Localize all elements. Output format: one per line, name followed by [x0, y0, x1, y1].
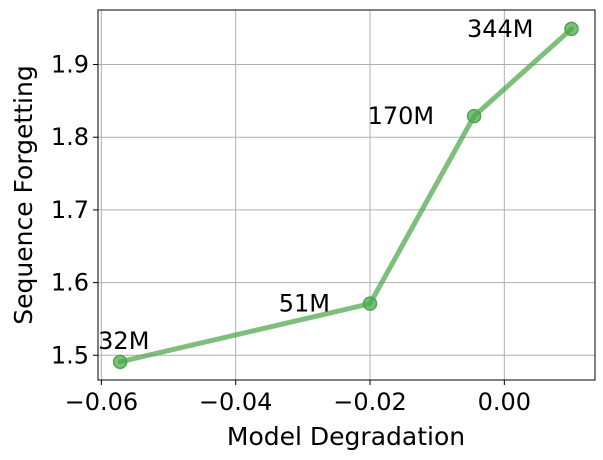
- series-line: [117, 26, 574, 365]
- plot-background: [98, 10, 595, 380]
- x-tick-label: 0.00: [478, 388, 531, 416]
- y-axis-label: Sequence Forgetting: [9, 65, 38, 324]
- y-tick-label: 1.9: [51, 51, 89, 79]
- data-point: [564, 21, 579, 37]
- data-point: [362, 296, 378, 311]
- x-axis: −0.06 −0.04 −0.02 0.00: [65, 380, 531, 416]
- data-point: [112, 354, 128, 370]
- series-layer: 32M 51M 170M 344M: [98, 15, 579, 370]
- x-tick-label: −0.02: [333, 388, 407, 416]
- data-label: 51M: [279, 290, 330, 318]
- plot-frame: [97, 9, 596, 381]
- y-axis: 1.5 1.6 1.7 1.8 1.9: [51, 51, 98, 369]
- x-tick-label: −0.04: [199, 388, 273, 416]
- y-tick-label: 1.5: [51, 341, 89, 369]
- x-axis-label: Model Degradation: [227, 422, 465, 451]
- y-tick-label: 1.8: [51, 123, 89, 151]
- y-tick-label: 1.7: [51, 196, 89, 224]
- data-label: 32M: [98, 327, 149, 355]
- grid: [98, 10, 595, 380]
- data-point: [466, 108, 482, 124]
- x-tick-label: −0.06: [65, 388, 139, 416]
- data-label: 170M: [368, 102, 435, 130]
- y-tick-label: 1.6: [51, 269, 89, 297]
- data-label: 344M: [467, 15, 534, 43]
